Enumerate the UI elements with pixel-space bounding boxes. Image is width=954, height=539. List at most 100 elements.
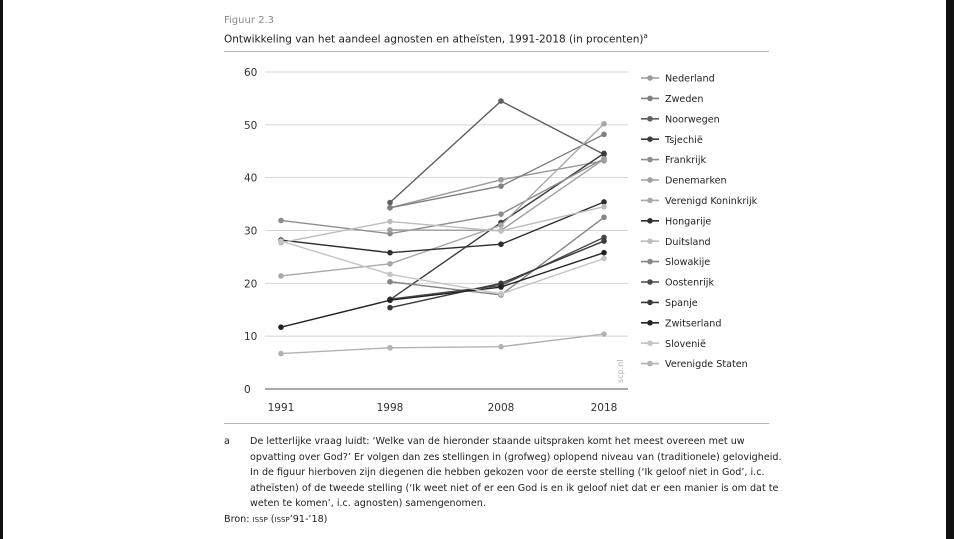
series-line [280, 240, 605, 295]
x-tick-label: 2018 [591, 402, 618, 414]
legend-swatch-marker [647, 320, 653, 326]
data-point [601, 199, 607, 205]
legend-label: Oostenrijk [665, 278, 714, 289]
line-chart: 0 10 20 30 40 50 60 1991 1998 2008 2018 scp.nl Neder… [244, 67, 758, 414]
footnote-text: De letterlijke vraag luidt: ‘Welke van d… [250, 436, 782, 509]
data-point [498, 183, 504, 189]
legend-swatch-marker [647, 95, 653, 102]
data-point [601, 150, 607, 157]
data-point [601, 203, 607, 210]
legend-label: Slovenië [665, 339, 706, 350]
series-line [389, 236, 605, 300]
legend-swatch-marker [647, 360, 653, 367]
legend-swatch-marker [647, 156, 653, 163]
y-tick-label: 40 [244, 173, 257, 185]
legend-swatch-marker [647, 136, 653, 142]
legend-swatch-marker [647, 116, 653, 122]
legend-label: Denemarken [665, 176, 727, 187]
legend-label: Duitsland [665, 237, 711, 248]
data-point [387, 260, 393, 267]
data-point [387, 304, 393, 311]
data-point [278, 324, 284, 330]
legend-label: Nederland [665, 74, 715, 85]
source-text: issp (issp’91-’18) [252, 514, 328, 525]
figure-label: Figuur 2.3 [224, 15, 275, 26]
data-point [387, 278, 393, 285]
data-point [601, 238, 607, 244]
data-point [278, 217, 284, 224]
series-line [280, 123, 605, 277]
legend-swatch-marker [647, 299, 653, 306]
data-point [498, 343, 504, 350]
legend-swatch-marker [647, 258, 653, 265]
data-point [498, 228, 504, 234]
data-point [601, 249, 607, 256]
data-point [498, 284, 504, 290]
legend-label: Frankrijk [665, 155, 707, 166]
figure-title-footnote-marker: a [643, 32, 648, 40]
series-line [280, 201, 605, 254]
data-point [498, 211, 504, 217]
source-line: Bron: issp (issp’91-’18) [224, 514, 327, 525]
data-point [498, 176, 504, 183]
left-frame-border [0, 0, 3, 539]
legend-label: Verenigde Staten [665, 359, 748, 370]
series-line [389, 160, 605, 209]
series-line [389, 133, 605, 209]
data-point [387, 297, 393, 304]
y-tick-label: 0 [244, 384, 251, 396]
legend-swatch-marker [647, 340, 653, 347]
data-point [601, 255, 607, 262]
x-tick-label: 1991 [268, 402, 295, 414]
series-line [389, 158, 605, 232]
data-point [278, 238, 284, 244]
legend-label: Hongarije [665, 216, 711, 227]
watermark-text: scp.nl [616, 360, 625, 383]
series-line [389, 240, 605, 309]
legend-label: Zwitserland [665, 318, 721, 329]
source-prefix: Bron: [224, 514, 253, 525]
data-point [498, 222, 504, 229]
data-point [387, 271, 393, 278]
series-line [280, 333, 605, 355]
legend-label: Verenigd Koninkrijk [665, 196, 758, 207]
data-point [387, 218, 393, 225]
footnote-letter: a [224, 436, 230, 447]
data-point [601, 331, 607, 337]
legend-swatch-marker [647, 75, 653, 81]
title-rule [224, 51, 769, 52]
y-tick-label: 60 [244, 67, 257, 79]
legend-swatch-marker [647, 218, 653, 224]
legend-swatch-marker [647, 279, 653, 285]
x-tick-label: 2008 [488, 402, 515, 414]
y-tick-label: 30 [244, 226, 257, 238]
figure-title: Ontwikkeling van het aandeel agnosten en… [224, 32, 648, 46]
data-point [387, 344, 393, 351]
legend-swatch-marker [647, 177, 653, 183]
legend-label: Noorwegen [665, 114, 720, 125]
data-point [601, 131, 607, 138]
legend-label: Spanje [665, 298, 698, 309]
y-tick-label: 10 [244, 331, 257, 343]
data-point [601, 214, 607, 221]
x-tick-label: 1998 [377, 402, 404, 414]
right-frame-border [946, 0, 954, 539]
figure-title-text: Ontwikkeling van het aandeel agnosten en… [224, 33, 644, 46]
data-point [387, 227, 393, 233]
legend-label: Slowakije [665, 257, 710, 268]
series-line [280, 252, 605, 328]
data-point [498, 98, 504, 104]
data-point [387, 249, 393, 256]
legend-label: Tsjechië [664, 135, 703, 146]
chart-bottom-rule [224, 423, 769, 424]
data-point [278, 273, 284, 279]
legend-swatch-marker [647, 238, 653, 244]
series-line [280, 206, 605, 244]
legend-label: Zweden [665, 94, 703, 105]
data-point [498, 291, 504, 297]
data-point [387, 204, 393, 211]
data-point [498, 241, 504, 248]
data-point [278, 350, 284, 357]
data-point [601, 120, 607, 127]
y-tick-label: 20 [244, 278, 257, 290]
